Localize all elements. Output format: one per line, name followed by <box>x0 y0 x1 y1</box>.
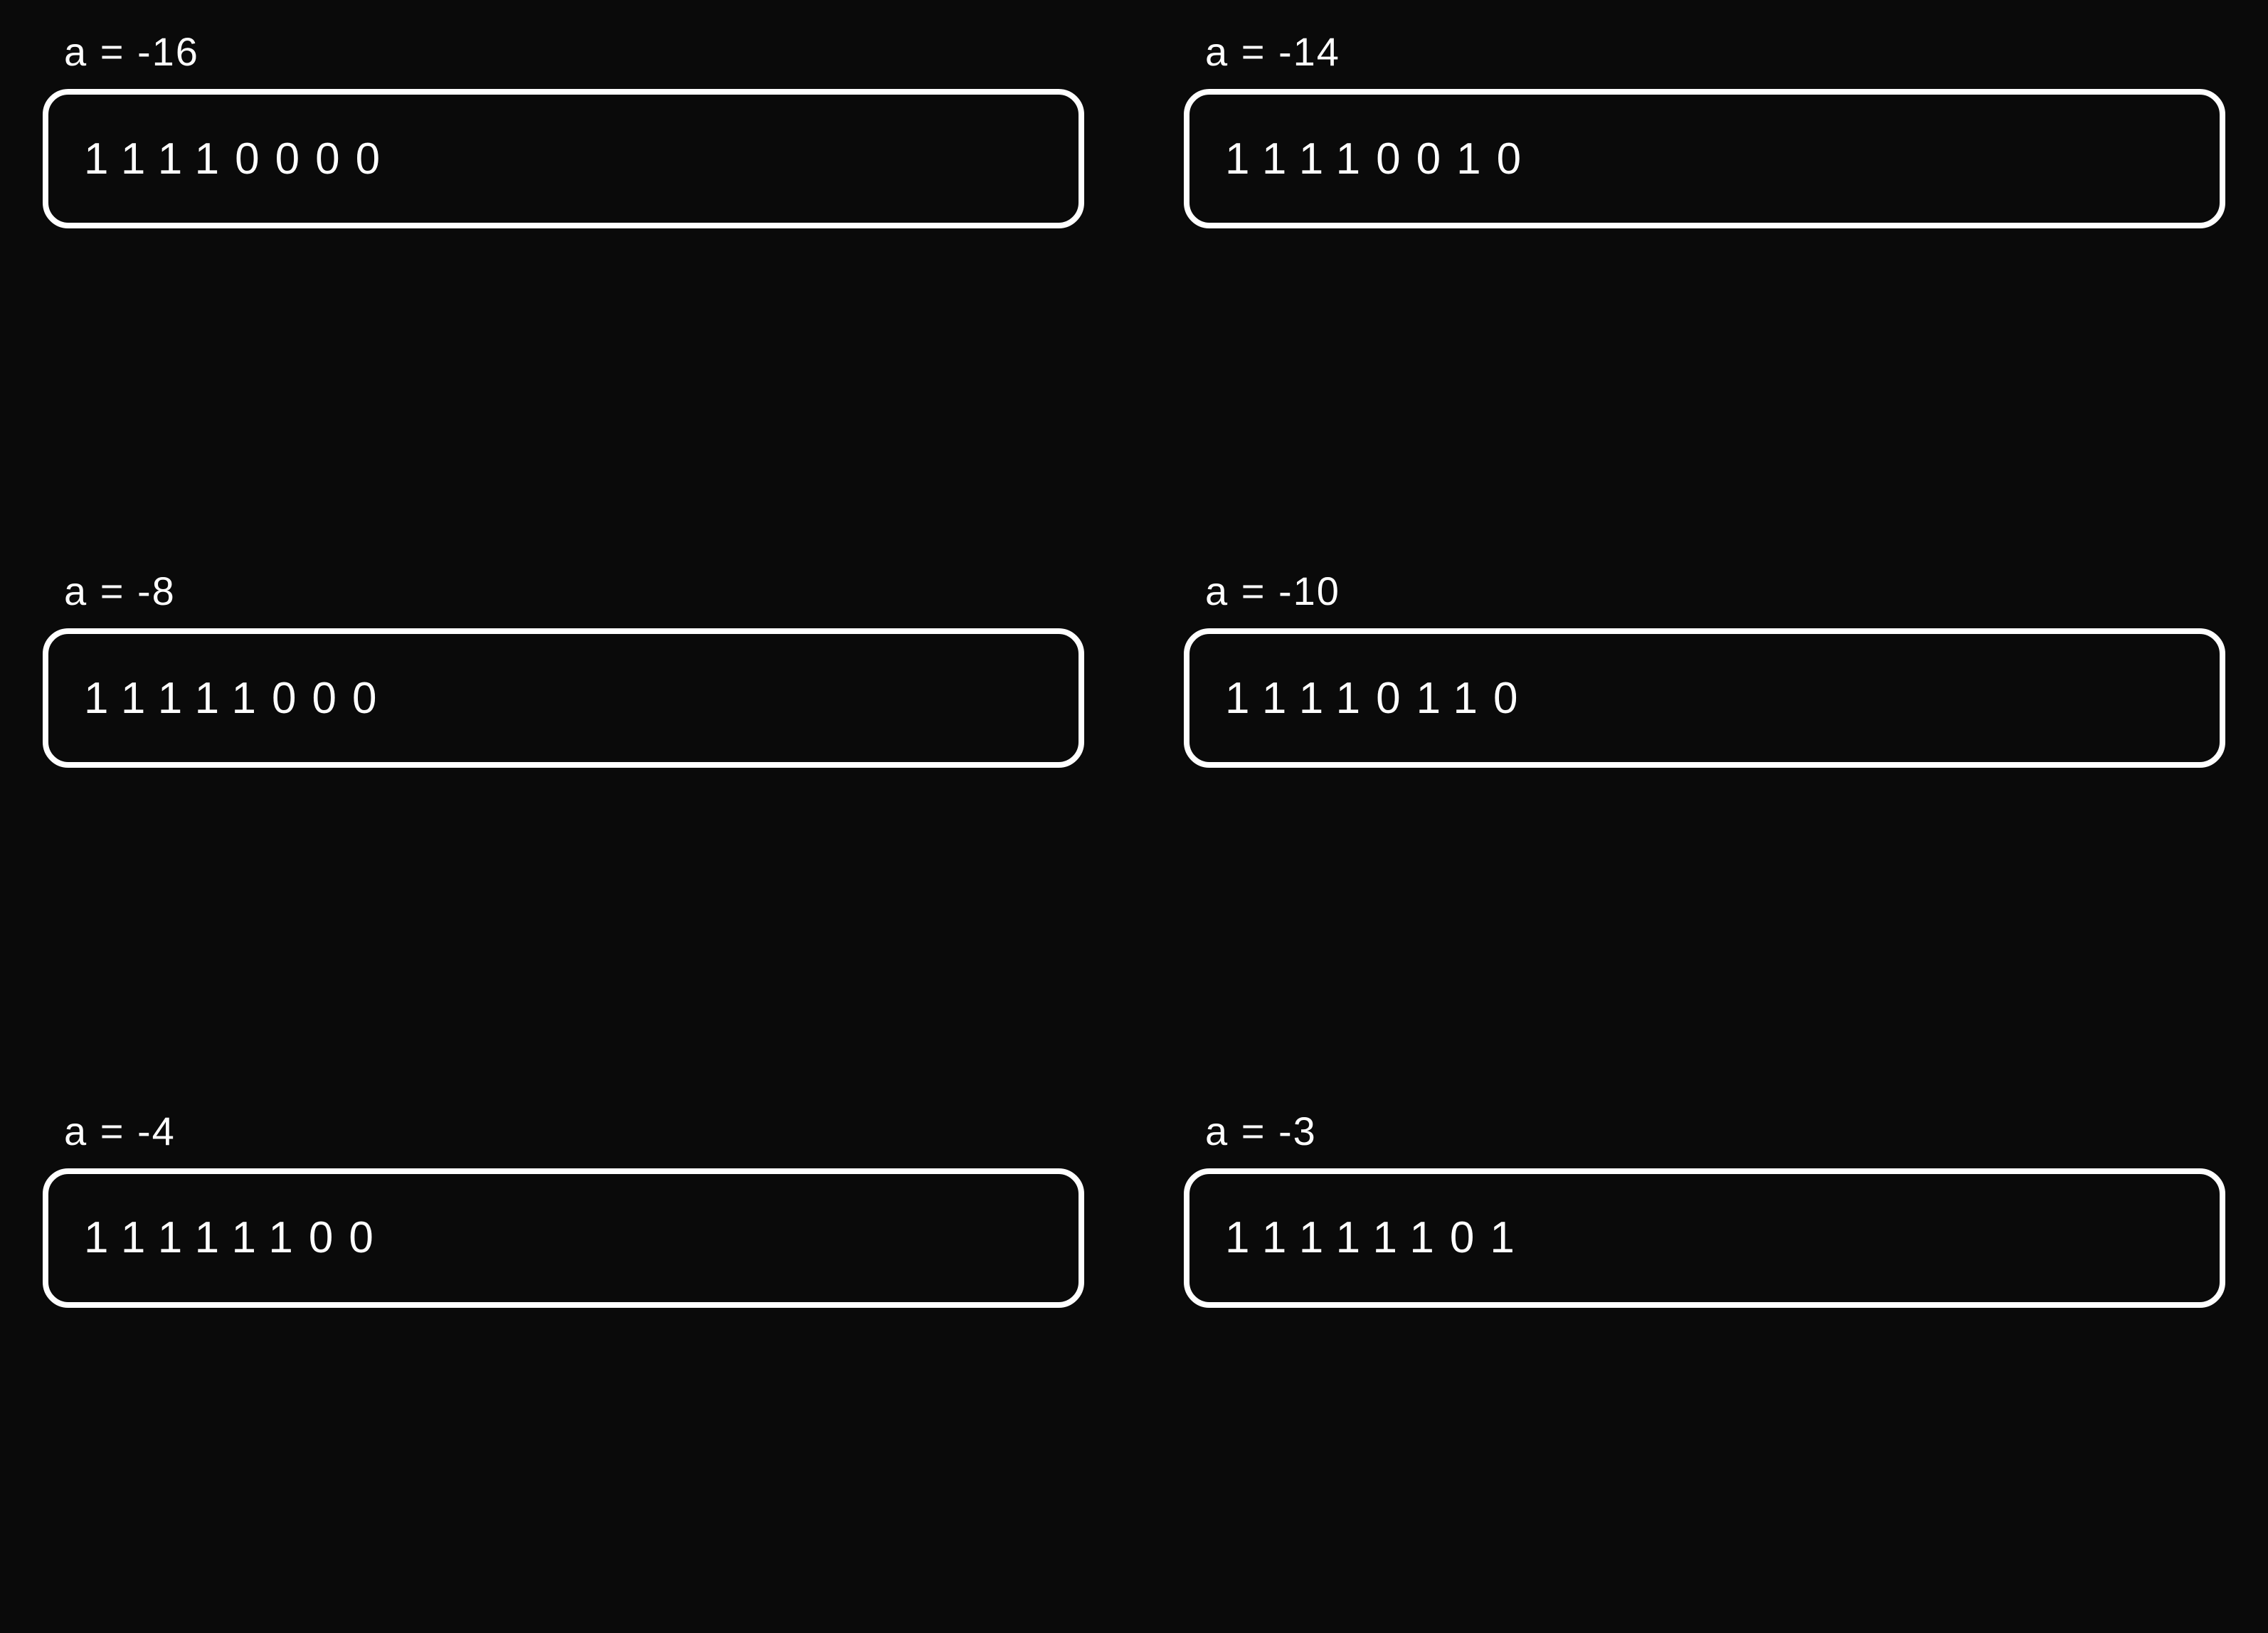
cell-2: a = -8 11111000 <box>43 568 1084 1064</box>
value-label: a = -10 <box>1205 568 2225 614</box>
bits-box: 11110010 <box>1184 89 2225 228</box>
value-label: a = -8 <box>64 568 1084 614</box>
bits-text: 11111100 <box>84 1212 389 1263</box>
value-label: a = -4 <box>64 1108 1084 1154</box>
value-label: a = -16 <box>64 28 1084 75</box>
bits-text: 11110000 <box>84 134 396 184</box>
bits-text: 11111101 <box>1225 1212 1530 1263</box>
bits-text: 11110110 <box>1225 673 1533 724</box>
bits-text: 11110010 <box>1225 134 1537 184</box>
value-label: a = -3 <box>1205 1108 2225 1154</box>
bits-box: 11111101 <box>1184 1168 2225 1308</box>
bits-box: 11111000 <box>43 628 1084 768</box>
cell-0: a = -16 11110000 <box>43 28 1084 525</box>
diagram-canvas: a = -16 11110000 a = -14 11110010 a = -8… <box>0 0 2268 1633</box>
bits-box: 11110000 <box>43 89 1084 228</box>
bits-box: 11111100 <box>43 1168 1084 1308</box>
bits-box: 11110110 <box>1184 628 2225 768</box>
cell-5: a = -3 11111101 <box>1184 1108 2225 1605</box>
value-label: a = -14 <box>1205 28 2225 75</box>
cell-3: a = -10 11110110 <box>1184 568 2225 1064</box>
cell-4: a = -4 11111100 <box>43 1108 1084 1605</box>
bits-text: 11111000 <box>84 673 392 724</box>
cell-1: a = -14 11110010 <box>1184 28 2225 525</box>
